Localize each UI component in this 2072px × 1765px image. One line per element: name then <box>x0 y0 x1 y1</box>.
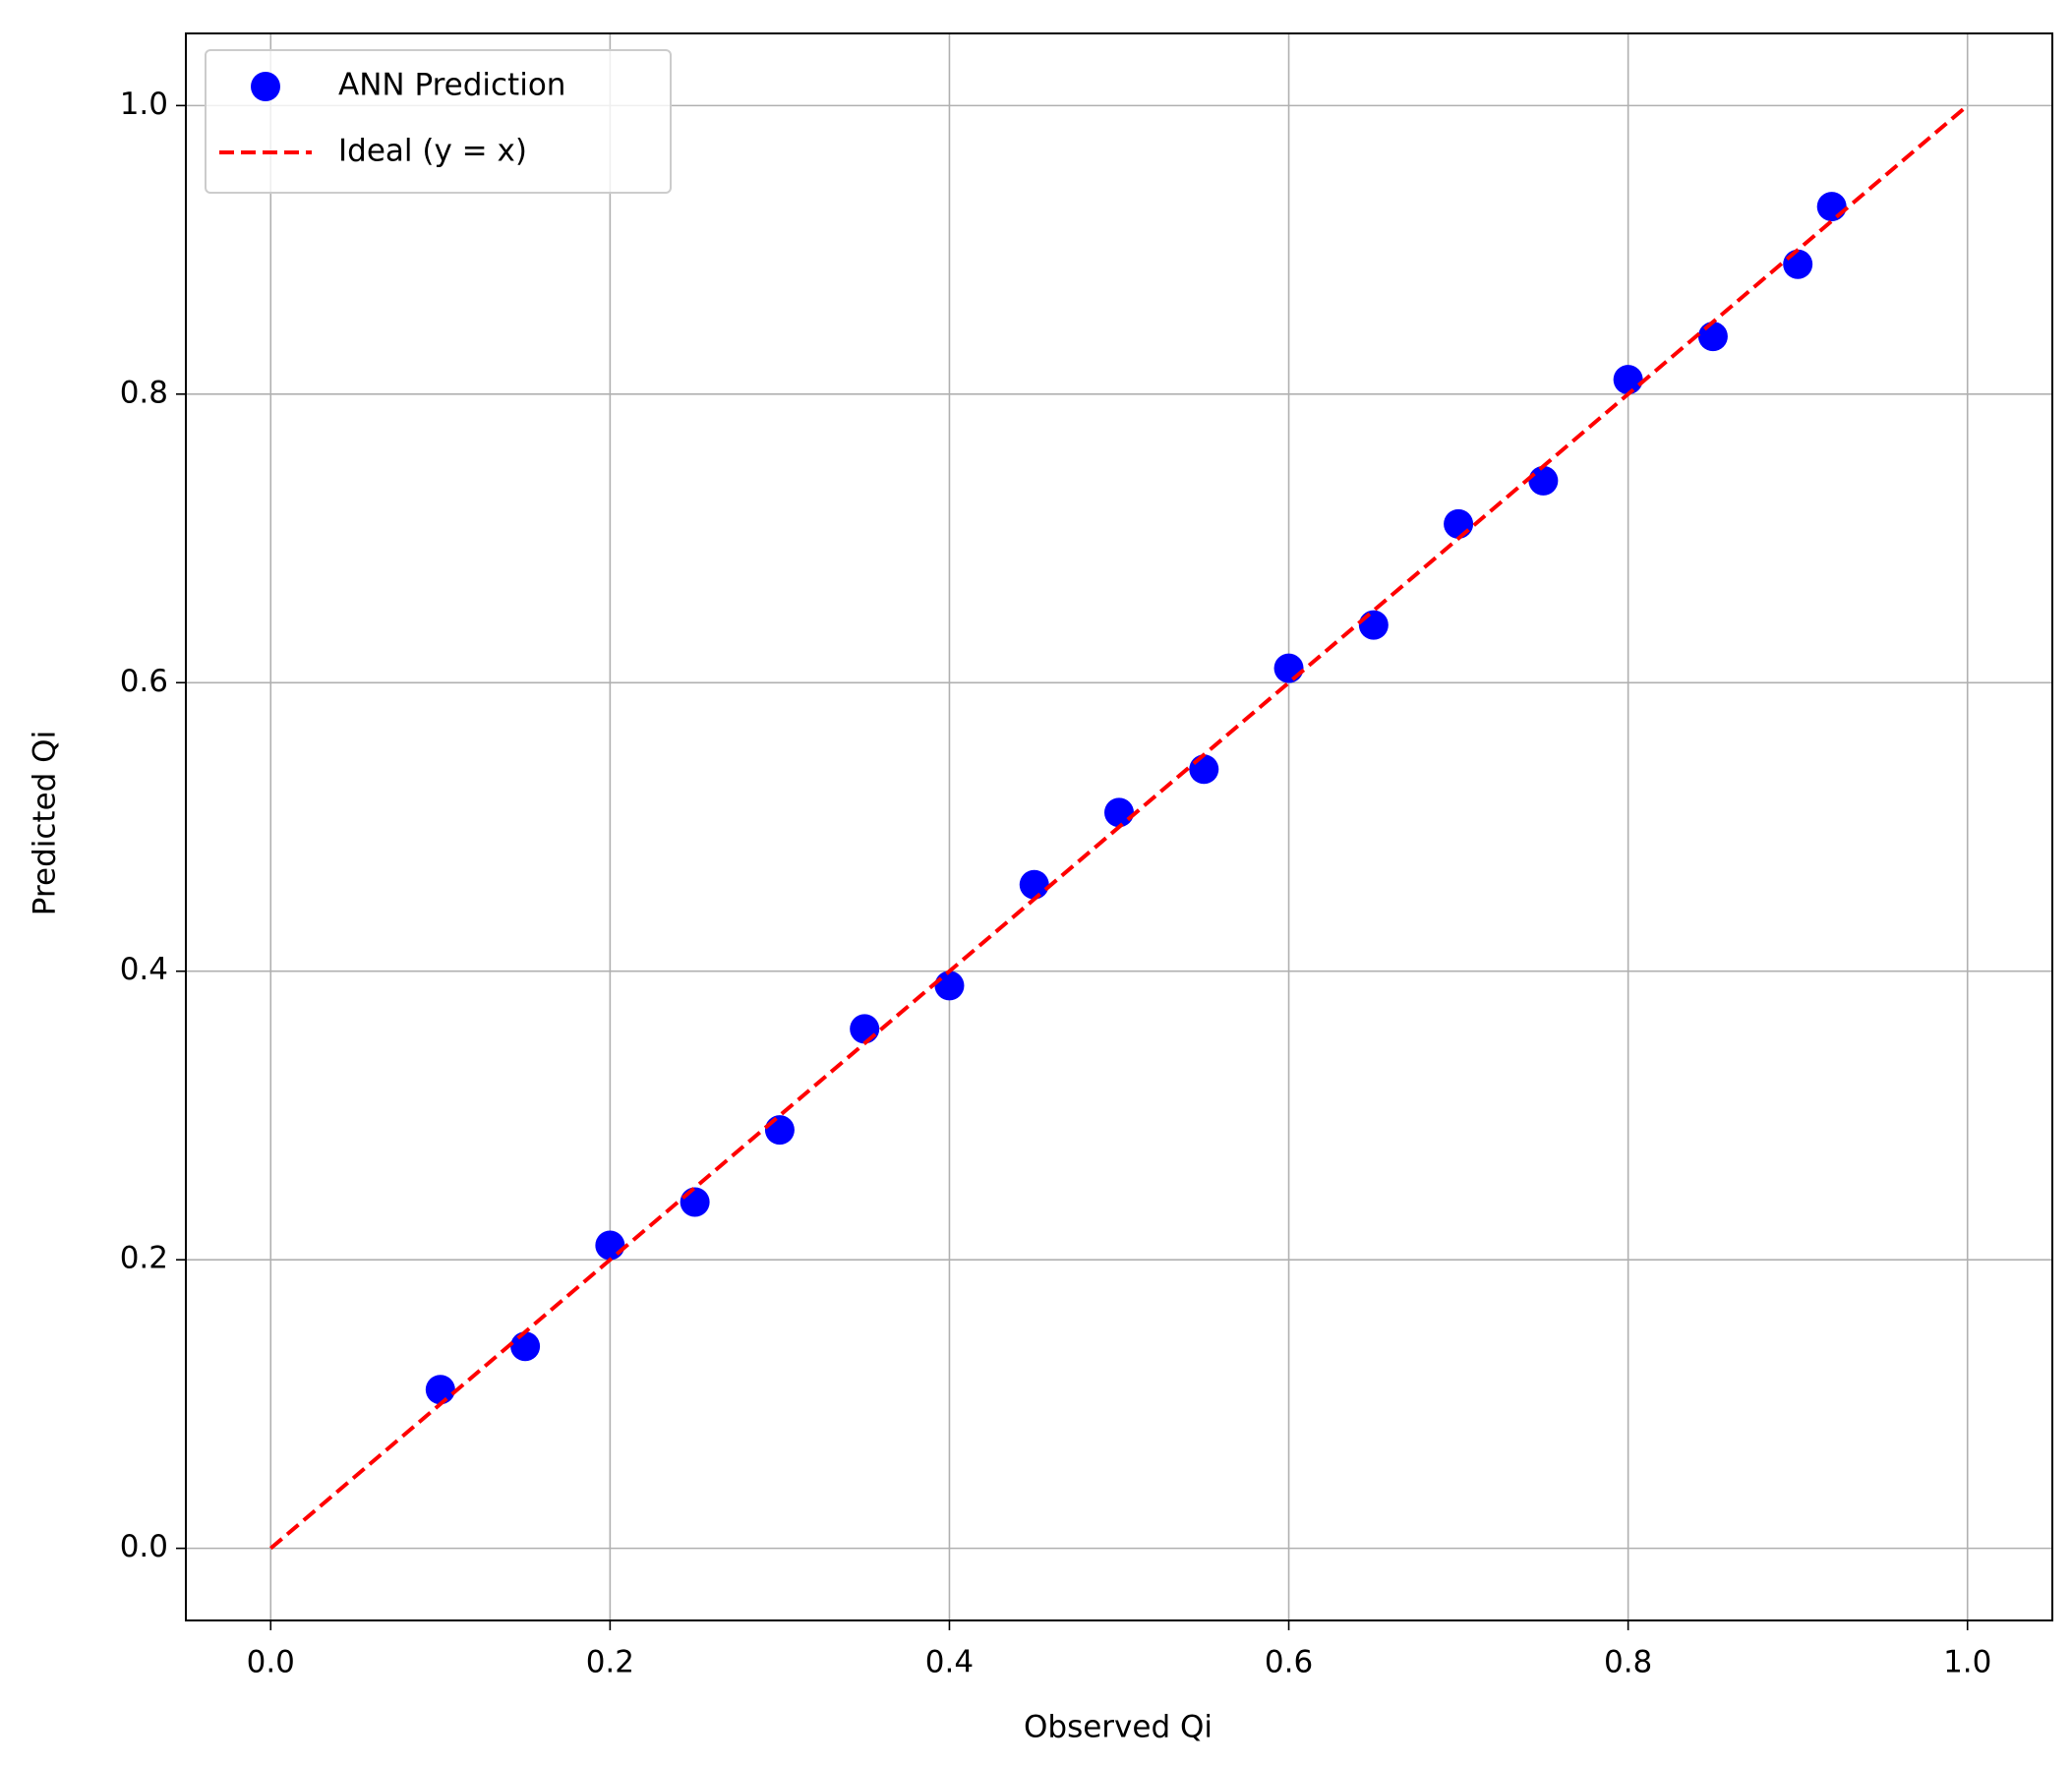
y-axis-label: Predicted Qi <box>28 731 63 915</box>
x-tick-label: 0.6 <box>1265 1645 1313 1680</box>
data-point <box>1613 365 1643 395</box>
legend-marker <box>251 72 280 101</box>
y-tick-label: 0.4 <box>120 952 168 987</box>
y-tick-label: 0.6 <box>120 664 168 699</box>
data-point <box>764 1115 795 1146</box>
reference-line <box>268 103 1970 1551</box>
legend-label: ANN Prediction <box>338 68 565 103</box>
x-tick-label: 0.0 <box>247 1645 295 1680</box>
y-tick-label: 0.8 <box>120 375 168 410</box>
x-axis-label: Observed Qi <box>1024 1710 1213 1745</box>
y-tick-label: 1.0 <box>120 87 168 122</box>
y-tick-label: 0.2 <box>120 1241 168 1276</box>
data-point <box>1783 249 1813 279</box>
x-tick-label: 0.8 <box>1604 1645 1652 1680</box>
data-point <box>595 1230 625 1261</box>
data-point <box>1816 192 1847 222</box>
data-point <box>1189 754 1219 785</box>
data-point <box>1019 869 1049 900</box>
data-point <box>510 1331 541 1362</box>
data-point <box>425 1375 455 1405</box>
data-point <box>850 1014 880 1044</box>
data-point <box>680 1187 710 1217</box>
legend-label: Ideal (y = x) <box>338 134 527 169</box>
data-point <box>1104 797 1134 828</box>
data-point <box>1444 508 1474 539</box>
x-tick-label: 1.0 <box>1943 1645 1991 1680</box>
legend-box <box>205 49 672 194</box>
x-tick-label: 0.4 <box>925 1645 974 1680</box>
data-point <box>934 971 965 1001</box>
data-point <box>1358 610 1389 640</box>
data-point <box>1528 465 1559 496</box>
y-tick-label: 0.0 <box>120 1529 168 1564</box>
data-point <box>1697 322 1728 352</box>
data-point <box>1273 653 1304 683</box>
x-tick-label: 0.2 <box>586 1645 634 1680</box>
plot-frame <box>185 32 2053 1621</box>
